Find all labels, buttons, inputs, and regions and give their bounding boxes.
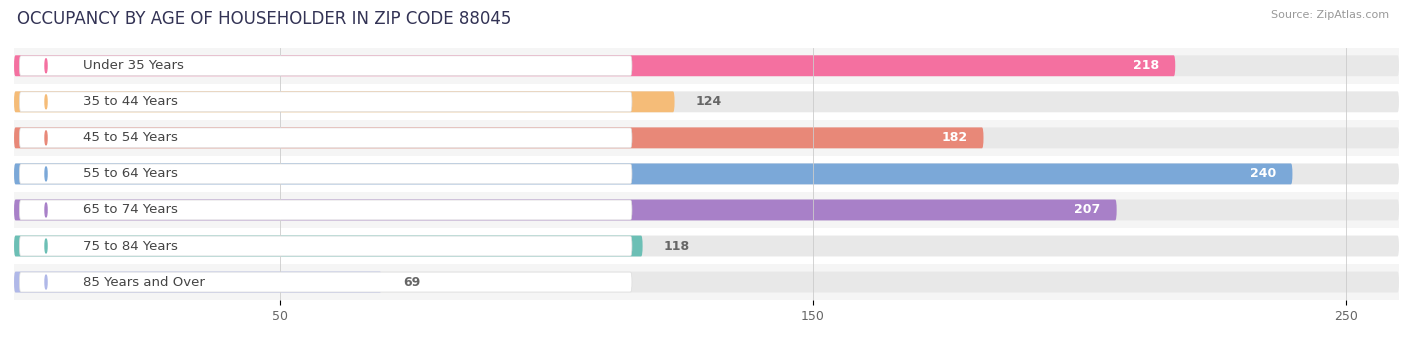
FancyBboxPatch shape [20, 236, 631, 256]
Text: 69: 69 [404, 276, 420, 288]
Bar [14, 156, 1399, 192]
FancyBboxPatch shape [14, 55, 1175, 76]
Text: OCCUPANCY BY AGE OF HOUSEHOLDER IN ZIP CODE 88045: OCCUPANCY BY AGE OF HOUSEHOLDER IN ZIP C… [17, 10, 512, 28]
FancyBboxPatch shape [14, 271, 1399, 293]
Text: Under 35 Years: Under 35 Years [83, 59, 184, 72]
Circle shape [45, 239, 46, 253]
FancyBboxPatch shape [20, 56, 631, 76]
FancyBboxPatch shape [14, 163, 1292, 184]
Circle shape [45, 131, 46, 145]
Circle shape [45, 275, 46, 289]
Circle shape [45, 59, 46, 73]
FancyBboxPatch shape [20, 92, 631, 112]
FancyBboxPatch shape [20, 272, 631, 292]
Bar [14, 264, 1399, 300]
Text: 85 Years and Over: 85 Years and Over [83, 276, 205, 288]
Bar [14, 120, 1399, 156]
Bar [14, 228, 1399, 264]
Text: 35 to 44 Years: 35 to 44 Years [83, 95, 179, 108]
FancyBboxPatch shape [14, 91, 1399, 112]
FancyBboxPatch shape [14, 199, 1116, 220]
Circle shape [45, 95, 46, 109]
FancyBboxPatch shape [20, 128, 631, 148]
Bar [14, 192, 1399, 228]
Text: 118: 118 [664, 239, 690, 252]
Text: 65 to 74 Years: 65 to 74 Years [83, 204, 179, 217]
Text: 124: 124 [696, 95, 723, 108]
FancyBboxPatch shape [14, 91, 675, 112]
Text: 207: 207 [1074, 204, 1101, 217]
FancyBboxPatch shape [14, 271, 381, 293]
Bar [14, 48, 1399, 84]
Text: 45 to 54 Years: 45 to 54 Years [83, 131, 179, 144]
FancyBboxPatch shape [14, 199, 1399, 220]
FancyBboxPatch shape [14, 55, 1399, 76]
FancyBboxPatch shape [14, 163, 1399, 184]
Circle shape [45, 203, 46, 217]
FancyBboxPatch shape [14, 128, 984, 148]
FancyBboxPatch shape [20, 200, 631, 220]
Text: 75 to 84 Years: 75 to 84 Years [83, 239, 179, 252]
Text: 240: 240 [1250, 167, 1277, 180]
FancyBboxPatch shape [14, 128, 1399, 148]
Text: Source: ZipAtlas.com: Source: ZipAtlas.com [1271, 10, 1389, 20]
Circle shape [45, 167, 46, 181]
FancyBboxPatch shape [14, 236, 1399, 256]
Text: 218: 218 [1133, 59, 1160, 72]
Bar [14, 84, 1399, 120]
Text: 55 to 64 Years: 55 to 64 Years [83, 167, 179, 180]
FancyBboxPatch shape [20, 164, 631, 184]
Text: 182: 182 [942, 131, 967, 144]
FancyBboxPatch shape [14, 236, 643, 256]
